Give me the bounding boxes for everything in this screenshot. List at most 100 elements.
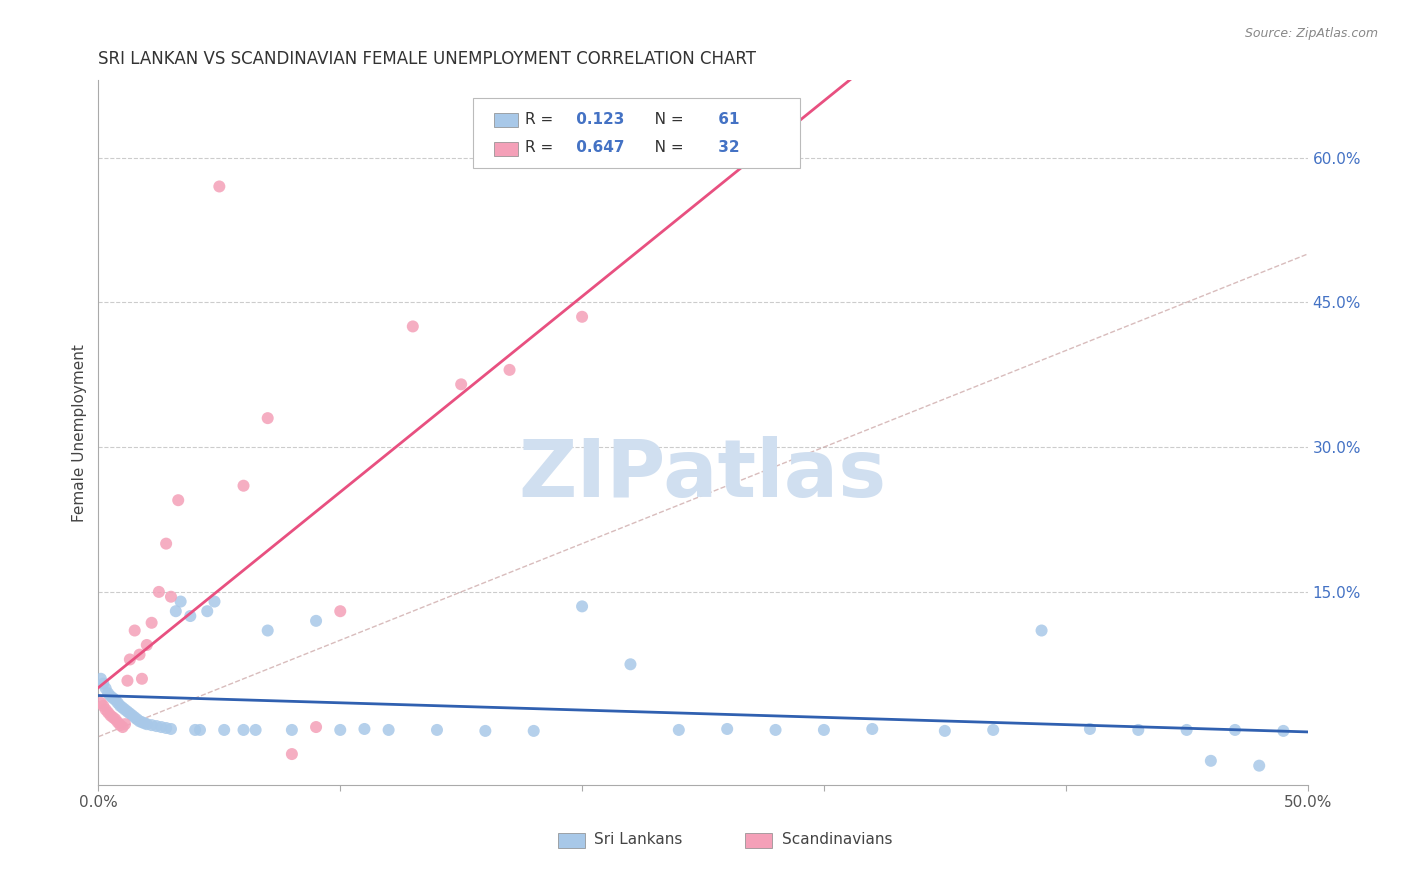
Point bbox=[1078, 722, 1101, 736]
Point bbox=[619, 657, 641, 672]
Point bbox=[329, 604, 352, 618]
Point bbox=[208, 179, 231, 194]
Point bbox=[114, 717, 136, 731]
Point bbox=[668, 723, 690, 737]
Point bbox=[101, 691, 124, 706]
Point bbox=[108, 718, 131, 732]
Point bbox=[104, 712, 127, 726]
Point bbox=[155, 536, 177, 550]
Point bbox=[1223, 723, 1246, 737]
Point bbox=[117, 673, 139, 688]
Text: N =: N = bbox=[640, 112, 689, 127]
Text: 61: 61 bbox=[713, 112, 740, 127]
Point bbox=[127, 712, 149, 726]
Point bbox=[426, 723, 449, 737]
Point bbox=[118, 706, 141, 721]
Point bbox=[128, 648, 150, 662]
Point bbox=[377, 723, 399, 737]
Point bbox=[100, 708, 122, 723]
Point bbox=[860, 722, 883, 736]
Text: SRI LANKAN VS SCANDINAVIAN FEMALE UNEMPLOYMENT CORRELATION CHART: SRI LANKAN VS SCANDINAVIAN FEMALE UNEMPL… bbox=[98, 50, 756, 68]
Text: R =: R = bbox=[526, 140, 558, 154]
Point bbox=[117, 705, 139, 719]
Y-axis label: Female Unemployment: Female Unemployment bbox=[72, 343, 87, 522]
Point bbox=[114, 703, 136, 717]
Point bbox=[148, 585, 170, 599]
Point bbox=[100, 689, 122, 703]
Point bbox=[94, 703, 117, 717]
Point bbox=[90, 696, 112, 710]
Text: Sri Lankans: Sri Lankans bbox=[595, 832, 682, 847]
Point bbox=[169, 594, 191, 608]
Point bbox=[329, 723, 352, 737]
Point bbox=[124, 624, 146, 638]
Point bbox=[450, 377, 472, 392]
Point bbox=[134, 716, 156, 731]
Point bbox=[131, 672, 153, 686]
Point bbox=[498, 363, 520, 377]
Point bbox=[232, 479, 254, 493]
Text: ZIPatlas: ZIPatlas bbox=[519, 436, 887, 514]
Point bbox=[91, 676, 114, 690]
Point bbox=[101, 710, 124, 724]
Point bbox=[108, 698, 131, 713]
Text: R =: R = bbox=[526, 112, 558, 127]
Point bbox=[131, 715, 153, 730]
Text: 32: 32 bbox=[713, 140, 740, 154]
Point bbox=[135, 638, 157, 652]
Point bbox=[981, 723, 1004, 737]
Point bbox=[150, 720, 173, 734]
Point bbox=[353, 722, 375, 736]
Point bbox=[571, 310, 593, 324]
Point bbox=[111, 720, 134, 734]
Point bbox=[141, 718, 163, 732]
Point bbox=[135, 717, 157, 731]
Point bbox=[1128, 723, 1150, 737]
Point bbox=[104, 693, 127, 707]
Point bbox=[94, 681, 117, 696]
Point bbox=[934, 723, 956, 738]
Point bbox=[160, 590, 183, 604]
Point bbox=[1175, 723, 1198, 737]
Text: Scandinavians: Scandinavians bbox=[782, 832, 891, 847]
Point bbox=[571, 599, 593, 614]
Point bbox=[402, 319, 425, 334]
Point bbox=[813, 723, 835, 737]
FancyBboxPatch shape bbox=[745, 833, 772, 848]
Point bbox=[188, 723, 211, 737]
Point bbox=[245, 723, 267, 737]
Point bbox=[523, 723, 546, 738]
Point bbox=[111, 700, 134, 714]
Point bbox=[160, 722, 183, 736]
Point bbox=[256, 624, 278, 638]
Point bbox=[305, 614, 328, 628]
FancyBboxPatch shape bbox=[494, 113, 517, 128]
Point bbox=[107, 696, 129, 710]
Point bbox=[256, 411, 278, 425]
Point bbox=[167, 493, 190, 508]
Point bbox=[716, 722, 738, 736]
Point bbox=[97, 706, 120, 720]
Point bbox=[97, 686, 120, 700]
Point bbox=[91, 698, 114, 713]
Point bbox=[1249, 758, 1271, 772]
Text: N =: N = bbox=[640, 140, 689, 154]
Point bbox=[107, 715, 129, 730]
Point bbox=[141, 615, 163, 630]
Point bbox=[184, 723, 207, 737]
Text: 0.123: 0.123 bbox=[571, 112, 624, 127]
Point bbox=[281, 723, 304, 737]
Point bbox=[128, 714, 150, 729]
Point bbox=[124, 710, 146, 724]
Point bbox=[195, 604, 218, 618]
FancyBboxPatch shape bbox=[494, 142, 517, 156]
Point bbox=[1031, 624, 1053, 638]
Point bbox=[118, 652, 141, 666]
FancyBboxPatch shape bbox=[474, 98, 800, 169]
Point bbox=[204, 594, 226, 608]
FancyBboxPatch shape bbox=[558, 833, 585, 848]
Point bbox=[145, 719, 167, 733]
Point bbox=[165, 604, 187, 618]
Point bbox=[281, 747, 304, 761]
Text: 0.647: 0.647 bbox=[571, 140, 624, 154]
